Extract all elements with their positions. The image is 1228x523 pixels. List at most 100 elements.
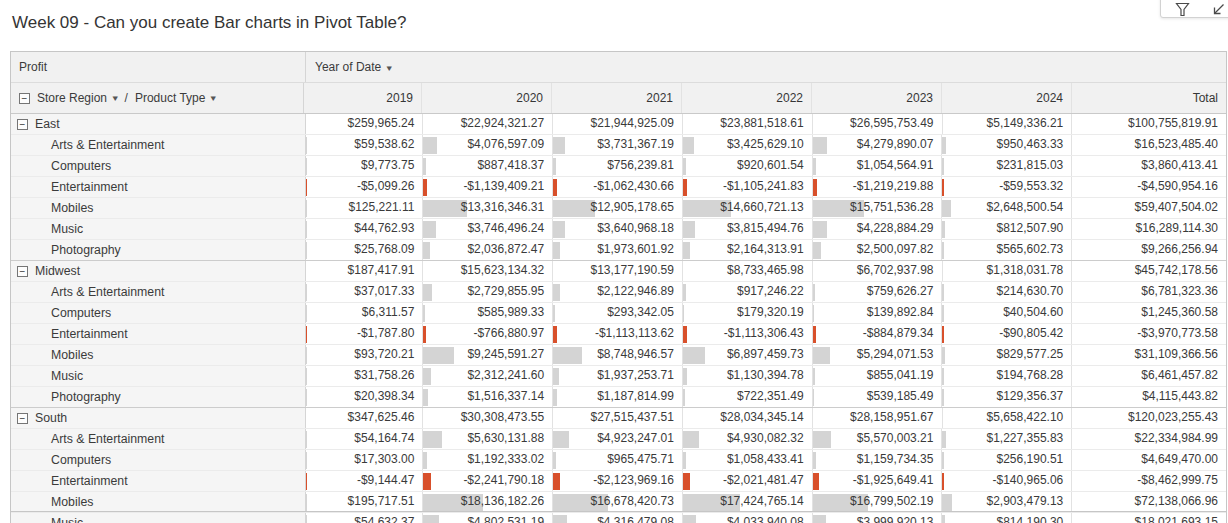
value-cell[interactable]: -$1,113,306.43 [683, 324, 813, 344]
value-cell[interactable]: $16,678,420.73 [553, 492, 683, 512]
value-cell[interactable]: $14,660,721.13 [683, 198, 813, 218]
column-header-2022[interactable]: 2022 [682, 83, 812, 113]
value-cell[interactable]: $17,424,765.14 [683, 492, 813, 512]
value-cell[interactable]: $17,303.00 [306, 450, 424, 470]
value-cell[interactable]: $4,923,247.01 [553, 429, 683, 449]
value-cell[interactable]: -$1,787.80 [306, 324, 424, 344]
value-cell[interactable]: $585,989.33 [423, 303, 553, 323]
value-cell[interactable]: $759,626.27 [813, 282, 943, 302]
value-cell[interactable]: $125,221.11 [306, 198, 424, 218]
value-cell[interactable]: $93,720.21 [306, 345, 424, 365]
row-header-midwest[interactable]: −Midwest [11, 261, 306, 281]
value-cell[interactable]: $565,602.73 [942, 240, 1072, 260]
value-cell[interactable]: $3,999,920.13 [813, 513, 943, 523]
value-cell[interactable]: -$1,139,409.21 [423, 177, 553, 197]
collapse-all-icon[interactable]: − [19, 93, 30, 104]
column-field-header[interactable]: Year of Date▾ [306, 52, 1226, 82]
column-header-total[interactable]: Total [1072, 83, 1226, 113]
value-cell[interactable]: $22,334,984.99 [1072, 429, 1226, 449]
row-header-music[interactable]: Music [11, 513, 306, 523]
row-header-arts-entertainment[interactable]: Arts & Entertainment [11, 282, 306, 302]
row-header-computers[interactable]: Computers [11, 156, 306, 176]
value-cell[interactable]: $139,892.84 [813, 303, 943, 323]
value-cell[interactable]: $6,781,323.36 [1072, 282, 1226, 302]
row-header-photography[interactable]: Photography [11, 240, 306, 260]
value-cell[interactable]: $28,034,345.14 [683, 408, 813, 428]
value-cell[interactable]: $4,649,470.00 [1072, 450, 1226, 470]
value-cell[interactable]: $4,076,597.09 [423, 135, 553, 155]
row-header-arts-entertainment[interactable]: Arts & Entertainment [11, 135, 306, 155]
value-cell[interactable]: $13,316,346.31 [423, 198, 553, 218]
value-cell[interactable]: $5,294,071.53 [813, 345, 943, 365]
value-cell[interactable]: $5,630,131.88 [423, 429, 553, 449]
value-cell[interactable]: $23,881,518.61 [683, 114, 813, 134]
value-cell[interactable]: $25,768.09 [306, 240, 424, 260]
value-cell[interactable]: $59,407,504.02 [1072, 198, 1226, 218]
row-header-music[interactable]: Music [11, 219, 306, 239]
value-cell[interactable]: $179,320.19 [683, 303, 813, 323]
value-cell[interactable]: $1,318,031.78 [943, 261, 1073, 281]
value-cell[interactable]: $28,158,951.67 [813, 408, 943, 428]
row-header-computers[interactable]: Computers [11, 450, 306, 470]
filter-funnel-icon[interactable] [1167, 0, 1197, 17]
value-cell[interactable]: $2,122,946.89 [553, 282, 683, 302]
value-cell[interactable]: $4,316,479.08 [553, 513, 683, 523]
value-cell[interactable]: $1,159,734.35 [813, 450, 943, 470]
value-cell[interactable]: $3,815,494.76 [683, 219, 813, 239]
value-cell[interactable]: $6,461,457.82 [1072, 366, 1226, 386]
value-cell[interactable]: $4,228,884.29 [813, 219, 943, 239]
value-cell[interactable]: -$884,879.34 [813, 324, 943, 344]
value-cell[interactable]: $1,937,253.71 [553, 366, 683, 386]
value-cell[interactable]: $4,279,890.07 [813, 135, 943, 155]
value-cell[interactable]: $194,768.28 [942, 366, 1072, 386]
row-header-east[interactable]: −East [11, 114, 306, 134]
value-cell[interactable]: $9,773.75 [306, 156, 424, 176]
value-cell[interactable]: $259,965.24 [306, 114, 424, 134]
value-cell[interactable]: $8,733,465.98 [683, 261, 813, 281]
value-cell[interactable]: $917,246.22 [683, 282, 813, 302]
collapse-icon[interactable]: − [17, 413, 28, 424]
value-cell[interactable]: $214,630.70 [942, 282, 1072, 302]
collapse-icon[interactable]: − [17, 119, 28, 130]
row-header-mobiles[interactable]: Mobiles [11, 345, 306, 365]
row-header-computers[interactable]: Computers [11, 303, 306, 323]
dropdown-caret-icon[interactable]: ▾ [211, 83, 216, 113]
value-cell[interactable]: $20,398.34 [306, 387, 424, 407]
value-cell[interactable]: $347,625.46 [306, 408, 424, 428]
value-cell[interactable]: $16,799,502.19 [813, 492, 943, 512]
row-header-entertainment[interactable]: Entertainment [11, 177, 306, 197]
value-cell[interactable]: $4,033,940.08 [683, 513, 813, 523]
value-cell[interactable]: -$1,105,241.83 [683, 177, 813, 197]
value-cell[interactable]: $814,190.30 [942, 513, 1072, 523]
value-cell[interactable]: $100,755,819.91 [1072, 114, 1226, 134]
value-cell[interactable]: $9,245,591.27 [423, 345, 553, 365]
row-field-product-type[interactable]: Product Type [135, 83, 206, 113]
column-header-2023[interactable]: 2023 [812, 83, 942, 113]
row-header-photography[interactable]: Photography [11, 387, 306, 407]
value-cell[interactable]: $2,164,313.91 [683, 240, 813, 260]
value-cell[interactable]: $22,924,321.27 [423, 114, 553, 134]
value-cell[interactable]: $6,311.57 [306, 303, 424, 323]
value-cell[interactable]: $3,731,367.19 [553, 135, 683, 155]
value-cell[interactable]: $2,729,855.95 [423, 282, 553, 302]
value-cell[interactable]: $37,017.33 [306, 282, 424, 302]
value-cell[interactable]: $27,515,437.51 [553, 408, 683, 428]
value-cell[interactable]: $1,187,814.99 [553, 387, 683, 407]
value-cell[interactable]: -$1,219,219.88 [813, 177, 943, 197]
value-cell[interactable]: $6,897,459.73 [683, 345, 813, 365]
value-cell[interactable]: $293,342.05 [553, 303, 683, 323]
value-cell[interactable]: -$3,970,773.58 [1072, 324, 1226, 344]
value-cell[interactable]: $1,130,394.78 [683, 366, 813, 386]
collapse-arrow-icon[interactable] [1203, 0, 1228, 17]
value-cell[interactable]: $5,570,003.21 [813, 429, 943, 449]
value-cell[interactable]: $18,021,693.15 [1072, 513, 1226, 523]
value-cell[interactable]: $31,758.26 [306, 366, 424, 386]
value-cell[interactable]: $31,109,366.56 [1072, 345, 1226, 365]
value-cell[interactable]: $3,746,496.24 [423, 219, 553, 239]
value-cell[interactable]: $5,658,422.10 [943, 408, 1073, 428]
value-cell[interactable]: -$1,925,649.41 [813, 471, 943, 491]
dropdown-caret-icon[interactable]: ▾ [387, 53, 392, 83]
value-cell[interactable]: $26,595,753.49 [813, 114, 943, 134]
value-cell[interactable]: $1,058,433.41 [683, 450, 813, 470]
value-cell[interactable]: $15,623,134.32 [423, 261, 553, 281]
